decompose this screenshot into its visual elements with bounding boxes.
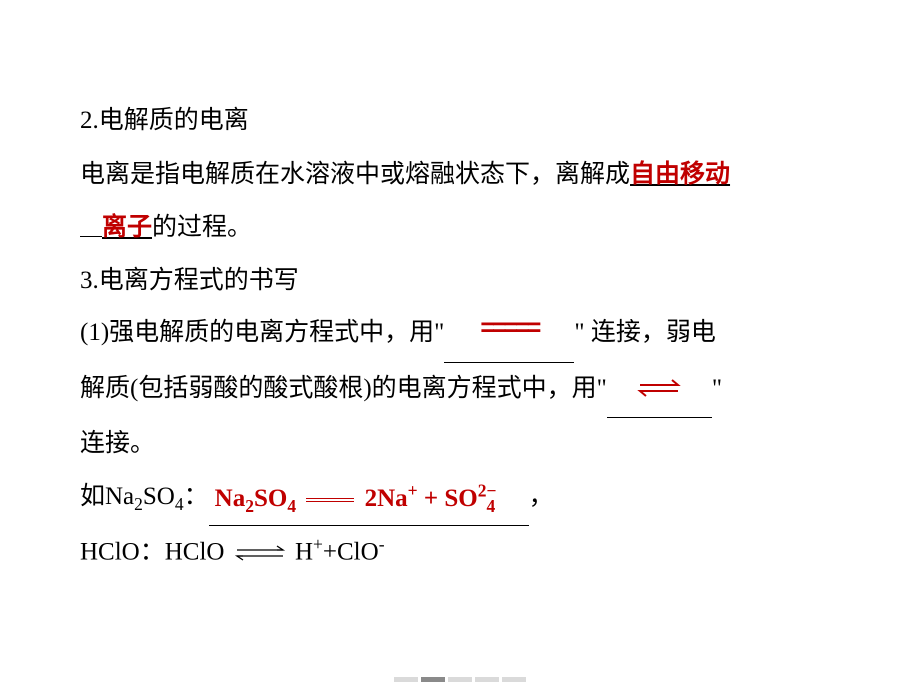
text-fragment: 如Na — [80, 483, 134, 510]
page-indicator — [394, 677, 526, 682]
superscript: + — [408, 480, 418, 500]
text-fragment: +ClO — [323, 538, 379, 565]
text-fragment: ， — [529, 483, 554, 510]
page-dot-active — [421, 677, 445, 682]
text-fragment: " — [712, 375, 722, 402]
section-2-heading: 2.电解质的电离 — [80, 95, 850, 148]
formula-rhs-b: SO — [444, 485, 477, 512]
fill-blank-answer: 自由移动 — [630, 160, 730, 188]
page-dot — [448, 677, 472, 682]
plus-sign: + — [424, 485, 438, 512]
text-fragment: ： — [184, 483, 209, 510]
formula-rhs-a: 2Na — [365, 485, 408, 512]
example-1: 如Na2SO4： Na2SO4 2Na+ + SO2−4 ， — [80, 471, 850, 527]
subscript: 4 — [486, 496, 495, 516]
blank-underline — [80, 236, 102, 237]
section-3-item-1b: 解质(包括弱酸的酸式酸根)的电离方程式中，用" " — [80, 363, 850, 419]
equals-long-icon — [306, 498, 354, 502]
text-fragment: " 连接，弱电 — [574, 319, 715, 346]
text-fragment: SO — [143, 483, 175, 510]
text-fragment: (1)强电解质的电离方程式中，用" — [80, 319, 444, 346]
text-fragment: H — [295, 538, 313, 565]
page-dot — [394, 677, 418, 682]
equation-answer: Na2SO4 2Na+ + SO2−4 — [209, 485, 502, 512]
section-3-item-1a: (1)强电解质的电离方程式中，用" ===== " 连接，弱电 — [80, 307, 850, 363]
section-3-heading: 3.电离方程式的书写 — [80, 255, 850, 308]
text-fragment: HClO：HClO — [80, 538, 224, 565]
fill-blank — [607, 365, 712, 419]
fill-blank: Na2SO4 2Na+ + SO2−4 — [209, 472, 529, 526]
text-fragment: 解质(包括弱酸的酸式酸根)的电离方程式中，用" — [80, 375, 607, 402]
section-3-item-1c: 连接。 — [80, 418, 850, 471]
text-fragment: 电离是指电解质在水溶液中或熔融状态下，离解成 — [80, 161, 630, 188]
reversible-arrow-icon — [231, 541, 289, 566]
fill-blank-answer: 离子 — [102, 213, 152, 241]
section-2-line-1: 电离是指电解质在水溶液中或熔融状态下，离解成自由移动 — [80, 148, 850, 202]
fill-blank: ===== — [444, 308, 574, 363]
superscript: - — [379, 534, 385, 554]
subscript: 4 — [175, 494, 184, 514]
text-fragment: 的过程。 — [152, 214, 252, 241]
equals-sign-answer: ===== — [480, 314, 538, 342]
reversible-arrow-icon — [634, 379, 684, 404]
subscript: 2 — [134, 494, 143, 514]
example-2: HClO：HClO H++ClO- — [80, 526, 850, 579]
slide-content: 2.电解质的电离 电离是指电解质在水溶液中或熔融状态下，离解成自由移动 离子的过… — [80, 95, 850, 579]
page-dot — [502, 677, 526, 682]
superscript: + — [313, 534, 323, 554]
section-2-line-2: 离子的过程。 — [80, 201, 850, 255]
page-dot — [475, 677, 499, 682]
